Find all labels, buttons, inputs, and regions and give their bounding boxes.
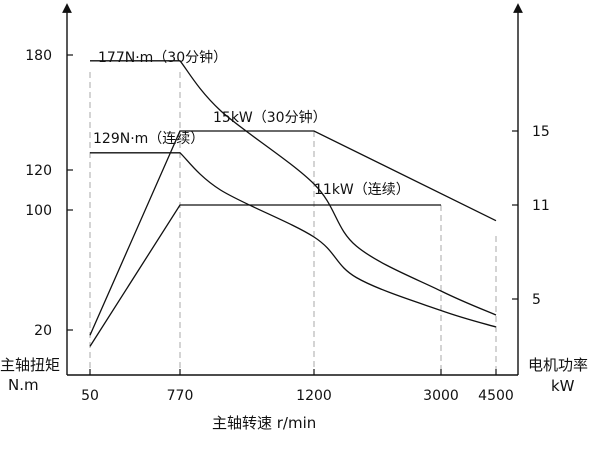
right-tick-label-11: 11	[532, 198, 550, 214]
curve-power-continuous	[89, 204, 441, 347]
left-axis-ticks: 20 100 120 180	[25, 48, 73, 339]
right-tick-label-5: 5	[532, 292, 541, 308]
curve-torque-continuous	[90, 152, 497, 328]
series-label-15kw: 15kW（30分钟）	[213, 109, 327, 126]
x-tick-label-1200: 1200	[296, 388, 332, 404]
curve-power-30min	[89, 130, 497, 336]
x-tick-label-4500: 4500	[478, 388, 514, 404]
right-axis-ticks: 5 11 15	[512, 124, 550, 308]
right-axis-title-line1: 电机功率	[528, 356, 588, 374]
left-axis-title-line2: N.m	[8, 376, 39, 394]
curve-torque-30min	[90, 60, 497, 316]
left-tick-label-180: 180	[25, 48, 52, 64]
x-axis-ticks: 50 770 1200 3000 4500	[81, 369, 514, 404]
x-tick-label-770: 770	[167, 388, 194, 404]
x-axis-title: 主轴转速 r/min	[212, 414, 316, 432]
x-tick-label-3000: 3000	[423, 388, 459, 404]
left-tick-label-20: 20	[34, 323, 52, 339]
curves	[89, 60, 497, 347]
left-axis-title-line1: 主轴扭矩	[0, 356, 60, 374]
series-label-177nm: 177N·m（30分钟）	[98, 49, 227, 66]
right-tick-label-15: 15	[532, 124, 550, 140]
vertical-guides	[89, 72, 497, 375]
series-label-129nm: 129N·m（连续）	[93, 130, 204, 147]
right-axis-title-line2: kW	[551, 377, 575, 395]
left-tick-label-100: 100	[25, 203, 52, 219]
series-label-11kw: 11kW（连续）	[314, 181, 410, 198]
left-tick-label-120: 120	[25, 163, 52, 179]
x-tick-label-50: 50	[81, 388, 99, 404]
